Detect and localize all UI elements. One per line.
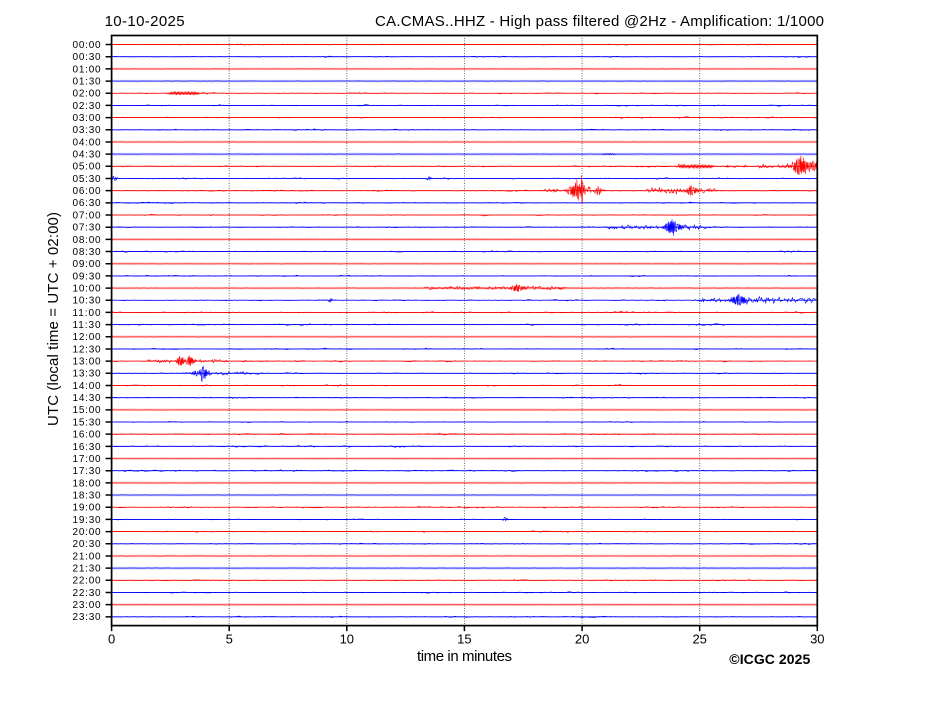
svg-text:12:30: 12:30	[73, 344, 102, 355]
svg-text:06:00: 06:00	[73, 186, 102, 197]
svg-text:20: 20	[575, 632, 589, 647]
svg-text:time in minutes: time in minutes	[417, 648, 512, 665]
svg-text:02:30: 02:30	[73, 101, 102, 112]
svg-text:17:00: 17:00	[73, 454, 102, 465]
svg-text:22:00: 22:00	[73, 576, 102, 587]
svg-text:21:00: 21:00	[73, 551, 102, 562]
svg-text:10: 10	[340, 632, 354, 647]
svg-text:15: 15	[457, 632, 471, 647]
svg-text:17:30: 17:30	[73, 466, 102, 477]
svg-text:14:30: 14:30	[73, 393, 102, 404]
svg-text:08:30: 08:30	[73, 247, 102, 258]
svg-text:13:00: 13:00	[73, 357, 102, 368]
svg-text:19:00: 19:00	[73, 503, 102, 514]
svg-text:14:00: 14:00	[73, 381, 102, 392]
svg-text:11:30: 11:30	[73, 320, 102, 331]
svg-text:04:30: 04:30	[73, 150, 102, 161]
svg-text:23:30: 23:30	[73, 612, 102, 623]
svg-text:10:00: 10:00	[73, 283, 102, 294]
svg-text:10-10-2025: 10-10-2025	[105, 13, 185, 30]
svg-text:03:00: 03:00	[73, 113, 102, 124]
svg-text:15:30: 15:30	[73, 417, 102, 428]
svg-text:5: 5	[226, 632, 233, 647]
svg-text:01:00: 01:00	[73, 64, 102, 75]
svg-text:18:00: 18:00	[73, 478, 102, 489]
svg-text:20:30: 20:30	[73, 539, 102, 550]
svg-text:02:00: 02:00	[73, 89, 102, 100]
svg-text:30: 30	[810, 632, 824, 647]
svg-text:00:30: 00:30	[73, 52, 102, 63]
svg-text:16:00: 16:00	[73, 430, 102, 441]
svg-text:18:30: 18:30	[73, 490, 102, 501]
svg-text:12:00: 12:00	[73, 332, 102, 343]
svg-text:16:30: 16:30	[73, 442, 102, 453]
svg-text:19:30: 19:30	[73, 515, 102, 526]
svg-text:20:00: 20:00	[73, 527, 102, 538]
svg-text:07:30: 07:30	[73, 223, 102, 234]
svg-text:0: 0	[108, 632, 115, 647]
svg-text:10:30: 10:30	[73, 296, 102, 307]
svg-text:23:00: 23:00	[73, 600, 102, 611]
svg-text:25: 25	[692, 632, 706, 647]
svg-text:15:00: 15:00	[73, 405, 102, 416]
svg-text:22:30: 22:30	[73, 588, 102, 599]
svg-text:07:00: 07:00	[73, 210, 102, 221]
svg-text:05:00: 05:00	[73, 162, 102, 173]
svg-text:09:00: 09:00	[73, 259, 102, 270]
svg-text:13:30: 13:30	[73, 369, 102, 380]
svg-text:08:00: 08:00	[73, 235, 102, 246]
svg-text:21:30: 21:30	[73, 564, 102, 575]
svg-text:03:30: 03:30	[73, 125, 102, 136]
svg-text:04:00: 04:00	[73, 137, 102, 148]
svg-text:UTC (local time = UTC + 02:00): UTC (local time = UTC + 02:00)	[45, 212, 62, 426]
svg-text:09:30: 09:30	[73, 271, 102, 282]
svg-text:05:30: 05:30	[73, 174, 102, 185]
svg-text:©ICGC 2025: ©ICGC 2025	[729, 651, 810, 667]
svg-text:11:00: 11:00	[73, 308, 102, 319]
svg-text:01:30: 01:30	[73, 76, 102, 87]
svg-text:06:30: 06:30	[73, 198, 102, 209]
svg-text:CA.CMAS..HHZ - High pass filte: CA.CMAS..HHZ - High pass filtered @2Hz -…	[375, 13, 824, 30]
svg-text:00:00: 00:00	[73, 40, 102, 51]
